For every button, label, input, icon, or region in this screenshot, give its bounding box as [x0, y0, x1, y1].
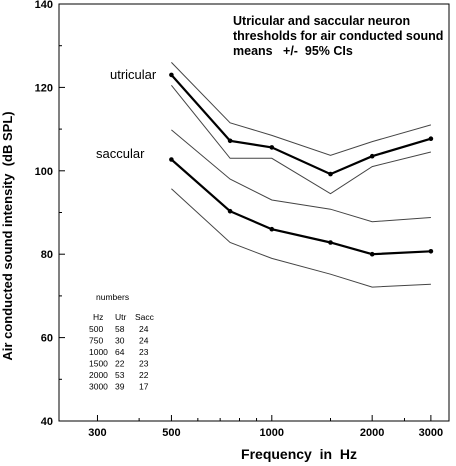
data-point-saccular-2000 — [369, 251, 375, 257]
table-header-sacc: Sacc — [135, 312, 155, 322]
title-line-2: thresholds for air conducted sound — [233, 29, 443, 43]
data-point-utricular-500 — [169, 72, 174, 78]
x-tick-label-300: 300 — [88, 427, 106, 439]
y-axis-title: Air conducted sound intensity (dB SPL) — [0, 111, 15, 360]
table-cell: 750 — [89, 336, 103, 346]
table-header-hz: Hz — [93, 312, 103, 322]
data-point-saccular-3000 — [428, 249, 434, 254]
table-cell: 22 — [115, 359, 125, 369]
x-tick-label-2000: 2000 — [360, 427, 384, 439]
y-tick-label-120: 120 — [35, 82, 53, 94]
numbers-table: numbers Hz Utr Sacc 500 58 24 750 30 24 1000 64 23 15… — [89, 292, 155, 392]
y-axis: 40 60 80 100 120 140 — [35, 0, 65, 428]
table-cell: 3000 — [89, 382, 108, 392]
table-cell: 17 — [139, 382, 149, 392]
series-layer — [170, 62, 432, 288]
table-cell: 24 — [139, 336, 149, 346]
table-cell: 58 — [115, 324, 125, 334]
data-point-utricular-750 — [227, 138, 233, 144]
series-line-saccular-ci-lower — [171, 188, 431, 288]
data-point-utricular-1500 — [328, 171, 333, 177]
table-cell: 2000 — [89, 370, 108, 380]
x-axis-title: Frequency in Hz — [241, 446, 357, 462]
series-line-saccular-ci-upper — [171, 129, 431, 223]
data-point-utricular-3000 — [428, 136, 434, 141]
marker-layer — [169, 72, 434, 257]
x-tick-label-1000: 1000 — [260, 427, 284, 439]
table-cell: 22 — [139, 370, 149, 380]
label-saccular: saccular — [96, 146, 145, 161]
table-cell: 1500 — [89, 359, 108, 369]
y-tick-label-140: 140 — [35, 0, 53, 11]
table-heading: numbers — [96, 292, 129, 302]
series-line-saccular-mean — [170, 158, 431, 256]
table-header-utr: Utr — [115, 312, 127, 322]
data-point-saccular-1000 — [269, 226, 275, 232]
y-tick-label-100: 100 — [35, 166, 53, 178]
x-axis: 300 500 1000 2000 3000 — [88, 415, 443, 439]
data-point-saccular-1500 — [328, 240, 333, 245]
y-tick-label-80: 80 — [41, 249, 53, 261]
title-line-1: Utricular and saccular neuron — [233, 14, 410, 28]
chart-title: Utricular and saccular neuron thresholds… — [233, 14, 443, 58]
table-cell: 1000 — [89, 347, 108, 357]
y-tick-label-60: 60 — [41, 333, 53, 345]
table-cell: 24 — [139, 324, 149, 334]
title-line-3: means +/- 95% CIs — [233, 44, 353, 58]
data-point-utricular-2000 — [369, 153, 375, 159]
x-tick-label-500: 500 — [162, 427, 180, 439]
table-cell: 39 — [115, 382, 125, 392]
series-line-utricular-mean — [170, 74, 432, 176]
table-cell: 23 — [139, 347, 149, 357]
data-point-utricular-1000 — [269, 145, 275, 150]
table-cell: 500 — [89, 324, 103, 334]
data-point-saccular-750 — [227, 208, 233, 214]
table-cell: 23 — [139, 359, 149, 369]
data-point-saccular-500 — [169, 157, 174, 162]
y-tick-label-40: 40 — [41, 416, 53, 428]
table-cell: 64 — [115, 347, 125, 357]
x-tick-label-3000: 3000 — [419, 427, 443, 439]
label-utricular: utricular — [110, 67, 157, 82]
series-line-utricular-ci-upper — [171, 62, 432, 156]
series-line-utricular-ci-lower — [171, 84, 432, 195]
table-cell: 53 — [115, 370, 125, 380]
table-cell: 30 — [115, 336, 125, 346]
